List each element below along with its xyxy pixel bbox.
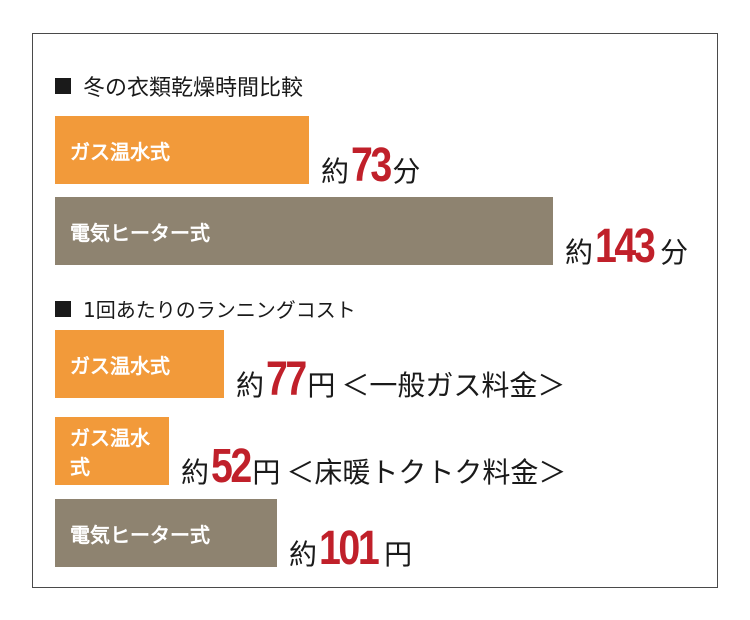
drying-time-title: 冬の衣類乾燥時間比較 xyxy=(55,70,303,102)
bar-cost-electric: 電気ヒーター式 xyxy=(55,499,277,567)
bar-cost-gas-floor-heating: ガス温水式 xyxy=(55,417,169,485)
bar-drying-gas: ガス温水式 xyxy=(55,116,309,184)
bar-label: 電気ヒーター式 xyxy=(70,522,210,547)
value-label-cost-gas-standard: 約 77 円 ＜一般ガス料金＞ xyxy=(236,352,565,407)
value-prefix: 約 xyxy=(565,236,594,269)
value-number: 73 xyxy=(351,139,392,192)
value-prefix: 約 xyxy=(236,369,265,402)
chart-frame xyxy=(32,33,718,588)
value-unit: 分 xyxy=(660,236,689,269)
value-prefix: 約 xyxy=(181,456,210,489)
square-bullet-icon xyxy=(55,78,71,94)
value-note: ＜床暖トクトク料金＞ xyxy=(286,456,567,489)
value-label-drying-gas: 約 73 分 xyxy=(321,138,420,193)
value-label-cost-gas-floor-heating: 約 52 円 ＜床暖トクトク料金＞ xyxy=(181,439,566,494)
value-unit: 分 xyxy=(392,155,421,188)
drying-time-title-text: 冬の衣類乾燥時間比較 xyxy=(83,76,304,101)
value-number: 101 xyxy=(319,522,380,575)
bar-label: ガス温水式 xyxy=(70,139,170,164)
value-number: 77 xyxy=(266,353,307,406)
running-cost-title: 1回あたりのランニングコスト xyxy=(55,294,356,323)
bar-label: ガス温水式 xyxy=(70,426,150,479)
bar-label: ガス温水式 xyxy=(70,353,170,378)
value-note: ＜一般ガス料金＞ xyxy=(341,369,566,402)
value-label-cost-electric: 約 101 円 xyxy=(289,521,412,576)
value-unit: 円 xyxy=(252,456,281,489)
value-number: 52 xyxy=(211,440,252,493)
value-unit: 円 xyxy=(384,538,413,571)
bar-label: 電気ヒーター式 xyxy=(70,220,210,245)
value-prefix: 約 xyxy=(321,155,350,188)
value-prefix: 約 xyxy=(289,538,318,571)
square-bullet-icon xyxy=(55,300,71,317)
value-unit: 円 xyxy=(307,369,336,402)
bar-drying-electric: 電気ヒーター式 xyxy=(55,197,553,265)
value-label-drying-electric: 約 143 分 xyxy=(565,219,688,274)
bar-cost-gas-standard: ガス温水式 xyxy=(55,330,224,398)
running-cost-title-text: 1回あたりのランニングコスト xyxy=(83,298,356,322)
value-number: 143 xyxy=(595,220,656,273)
